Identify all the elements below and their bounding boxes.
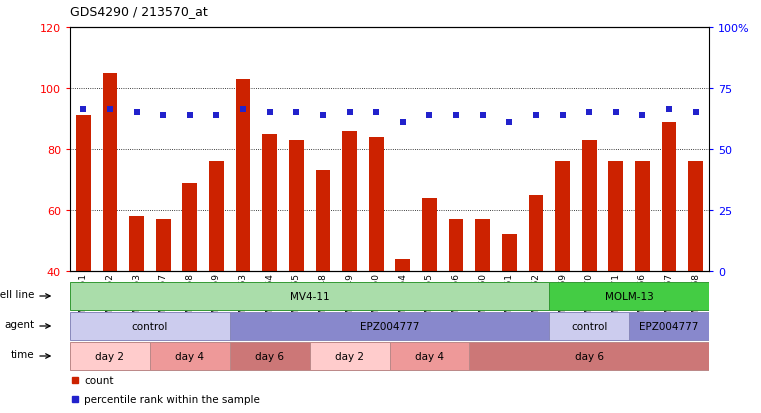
Bar xyxy=(662,122,677,271)
Point xyxy=(237,107,249,114)
Bar xyxy=(156,220,170,271)
Point xyxy=(290,110,302,116)
Text: day 4: day 4 xyxy=(415,351,444,361)
Bar xyxy=(230,313,549,340)
Text: cell line: cell line xyxy=(0,290,34,300)
Text: percentile rank within the sample: percentile rank within the sample xyxy=(84,394,260,404)
Bar xyxy=(236,80,250,271)
Bar xyxy=(76,116,91,271)
Bar xyxy=(549,313,629,340)
Bar xyxy=(609,162,623,271)
Point xyxy=(663,107,675,114)
Bar xyxy=(556,162,570,271)
Point xyxy=(610,110,622,116)
Bar xyxy=(129,216,144,271)
Bar xyxy=(449,220,463,271)
Bar xyxy=(310,342,390,370)
Bar xyxy=(103,74,117,271)
Point xyxy=(476,113,489,119)
Text: GDS4290 / 213570_at: GDS4290 / 213570_at xyxy=(70,5,208,18)
Point xyxy=(103,107,116,114)
Bar xyxy=(476,220,490,271)
Point xyxy=(157,113,169,119)
Point xyxy=(396,119,409,126)
Bar xyxy=(689,162,703,271)
Bar xyxy=(316,171,330,271)
Bar xyxy=(549,282,709,310)
Point xyxy=(450,113,462,119)
Text: MOLM-13: MOLM-13 xyxy=(605,291,654,301)
Point xyxy=(263,110,275,116)
Point xyxy=(370,110,382,116)
Bar xyxy=(183,183,197,271)
Point xyxy=(423,113,435,119)
Bar xyxy=(502,235,517,271)
Bar xyxy=(289,140,304,271)
Point xyxy=(689,110,702,116)
Text: day 2: day 2 xyxy=(335,351,364,361)
Bar xyxy=(209,162,224,271)
Point xyxy=(77,107,89,114)
Text: time: time xyxy=(11,350,34,360)
Text: day 6: day 6 xyxy=(255,351,284,361)
Text: count: count xyxy=(84,375,113,385)
Text: EPZ004777: EPZ004777 xyxy=(639,321,699,331)
Point xyxy=(343,110,355,116)
Bar xyxy=(263,134,277,271)
Bar xyxy=(70,282,549,310)
Bar xyxy=(70,342,150,370)
Text: day 2: day 2 xyxy=(95,351,125,361)
Bar xyxy=(70,313,230,340)
Text: control: control xyxy=(132,321,168,331)
Text: day 4: day 4 xyxy=(175,351,204,361)
Point xyxy=(636,113,648,119)
Bar xyxy=(635,162,650,271)
Bar xyxy=(396,259,410,271)
Point xyxy=(210,113,222,119)
Text: MV4-11: MV4-11 xyxy=(290,291,330,301)
Bar xyxy=(342,131,357,271)
Bar xyxy=(629,313,709,340)
Text: control: control xyxy=(571,321,607,331)
Bar xyxy=(582,140,597,271)
Bar xyxy=(150,342,230,370)
Point xyxy=(183,113,196,119)
Text: day 6: day 6 xyxy=(575,351,603,361)
Text: agent: agent xyxy=(5,320,34,330)
Text: EPZ004777: EPZ004777 xyxy=(360,321,419,331)
Bar xyxy=(390,342,470,370)
Point xyxy=(556,113,568,119)
Point xyxy=(130,110,142,116)
Point xyxy=(503,119,515,126)
Bar xyxy=(529,195,543,271)
Point xyxy=(583,110,595,116)
Point xyxy=(317,113,329,119)
Bar xyxy=(230,342,310,370)
Bar xyxy=(470,342,709,370)
Bar xyxy=(422,198,437,271)
Point xyxy=(530,113,542,119)
Bar xyxy=(369,138,384,271)
